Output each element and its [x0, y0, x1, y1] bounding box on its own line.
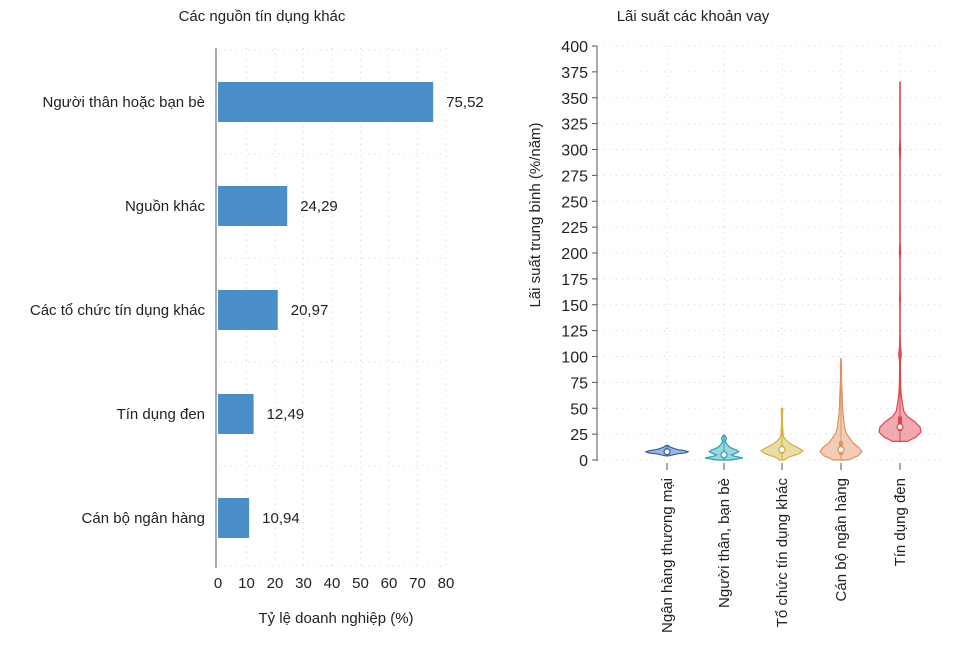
violin-median-point: [720, 451, 728, 459]
violin-y-tick-label: 50: [570, 401, 588, 418]
violin-chart-panel: Lãi suất các khoản vay 0 25 50 75 100 125 150 1…: [527, 8, 945, 633]
bar-x-tick-label: 50: [352, 575, 369, 592]
bar: [218, 394, 254, 434]
bar-x-tick-label: 70: [409, 575, 426, 592]
bar: [218, 82, 434, 122]
bar-series: Người thân hoặc bạn bè 75,52 Nguồn khác 24,…: [30, 82, 484, 538]
violin-x-tick-label: Tổ chức tín dụng khác: [774, 478, 791, 628]
bar-x-axis-label: Tỷ lệ doanh nghiệp (%): [258, 610, 413, 627]
violin-y-tick-label: 100: [561, 350, 588, 367]
bar: [218, 186, 288, 226]
bar-category-label: Các tổ chức tín dụng khác: [30, 302, 206, 319]
violin-y-tick-label: 400: [561, 39, 588, 56]
violin-median-point: [778, 446, 786, 454]
bar-x-tick-label: 10: [238, 575, 255, 592]
violin-y-tick-label: 200: [561, 246, 588, 263]
bar-chart-title: Các nguồn tín dụng khác: [179, 8, 346, 25]
violin-y-tick-label: 25: [570, 427, 588, 444]
bar-category-label: Người thân hoặc bạn bè: [43, 94, 206, 111]
violin-y-tick-label: 125: [561, 324, 588, 341]
bar-x-tick-label: 30: [295, 575, 312, 592]
violin-y-tick-label: 250: [561, 194, 588, 211]
violin-y-tick-label: 350: [561, 91, 588, 108]
bar-x-tick-label: 60: [381, 575, 398, 592]
bar-gridlines: [218, 48, 447, 568]
bar-value-label: 75,52: [446, 94, 484, 111]
bar-category-label: Nguồn khác: [125, 198, 206, 215]
violin-y-tick-label: 325: [561, 117, 588, 134]
violin-median-point: [837, 446, 845, 454]
violin-y-tick-label: 150: [561, 298, 588, 315]
bar-x-ticks: 0 10 20 30 40 50 60 70 80: [214, 575, 455, 592]
violin-y-tick-label: 300: [561, 143, 588, 160]
bar-value-label: 24,29: [300, 198, 338, 215]
violin-y-tick-label: 0: [579, 453, 588, 470]
violin-x-ticks: Ngân hàng thương mại Người thân, bạn bè Tổ…: [659, 463, 909, 633]
violin-y-ticks: 0 25 50 75 100 125 150 175 200 225 250 275 300 325 350…: [561, 39, 597, 470]
violin-x-tick-label: Tín dụng đen: [892, 478, 909, 566]
violin-median-point: [663, 448, 671, 456]
bar-x-tick-label: 80: [438, 575, 455, 592]
violin-y-tick-label: 225: [561, 220, 588, 237]
violin-x-tick-label: Cán bộ ngân hàng: [833, 478, 850, 601]
bar-x-tick-label: 0: [214, 575, 222, 592]
bar-category-label: Tín dụng đen: [117, 406, 205, 423]
violin-chart-title: Lãi suất các khoản vay: [617, 8, 770, 25]
bar-chart-panel: Các nguồn tín dụng khác 0 10 20 30 40 50 60 70 8…: [30, 8, 484, 627]
violin-y-tick-label: 175: [561, 272, 588, 289]
bar-x-tick-label: 40: [324, 575, 341, 592]
violin-y-axis-label: Lãi suất trung bình (%/năm): [527, 122, 544, 307]
violin-y-tick-label: 275: [561, 168, 588, 185]
violin-x-tick-label: Ngân hàng thương mại: [659, 478, 676, 633]
violin-gridlines: [598, 45, 945, 461]
violin-series: [644, 81, 922, 461]
bar-value-label: 20,97: [291, 302, 329, 319]
bar: [218, 498, 250, 538]
violin-x-tick-label: Người thân, bạn bè: [716, 478, 733, 608]
bar-category-label: Cán bộ ngân hàng: [82, 510, 205, 527]
violin-median-point: [896, 423, 904, 431]
bar-value-label: 10,94: [262, 510, 300, 527]
bar-value-label: 12,49: [267, 406, 305, 423]
violin-y-tick-label: 75: [570, 375, 588, 392]
bar-x-tick-label: 20: [267, 575, 284, 592]
violin-y-tick-label: 375: [561, 65, 588, 82]
bar: [218, 290, 278, 330]
